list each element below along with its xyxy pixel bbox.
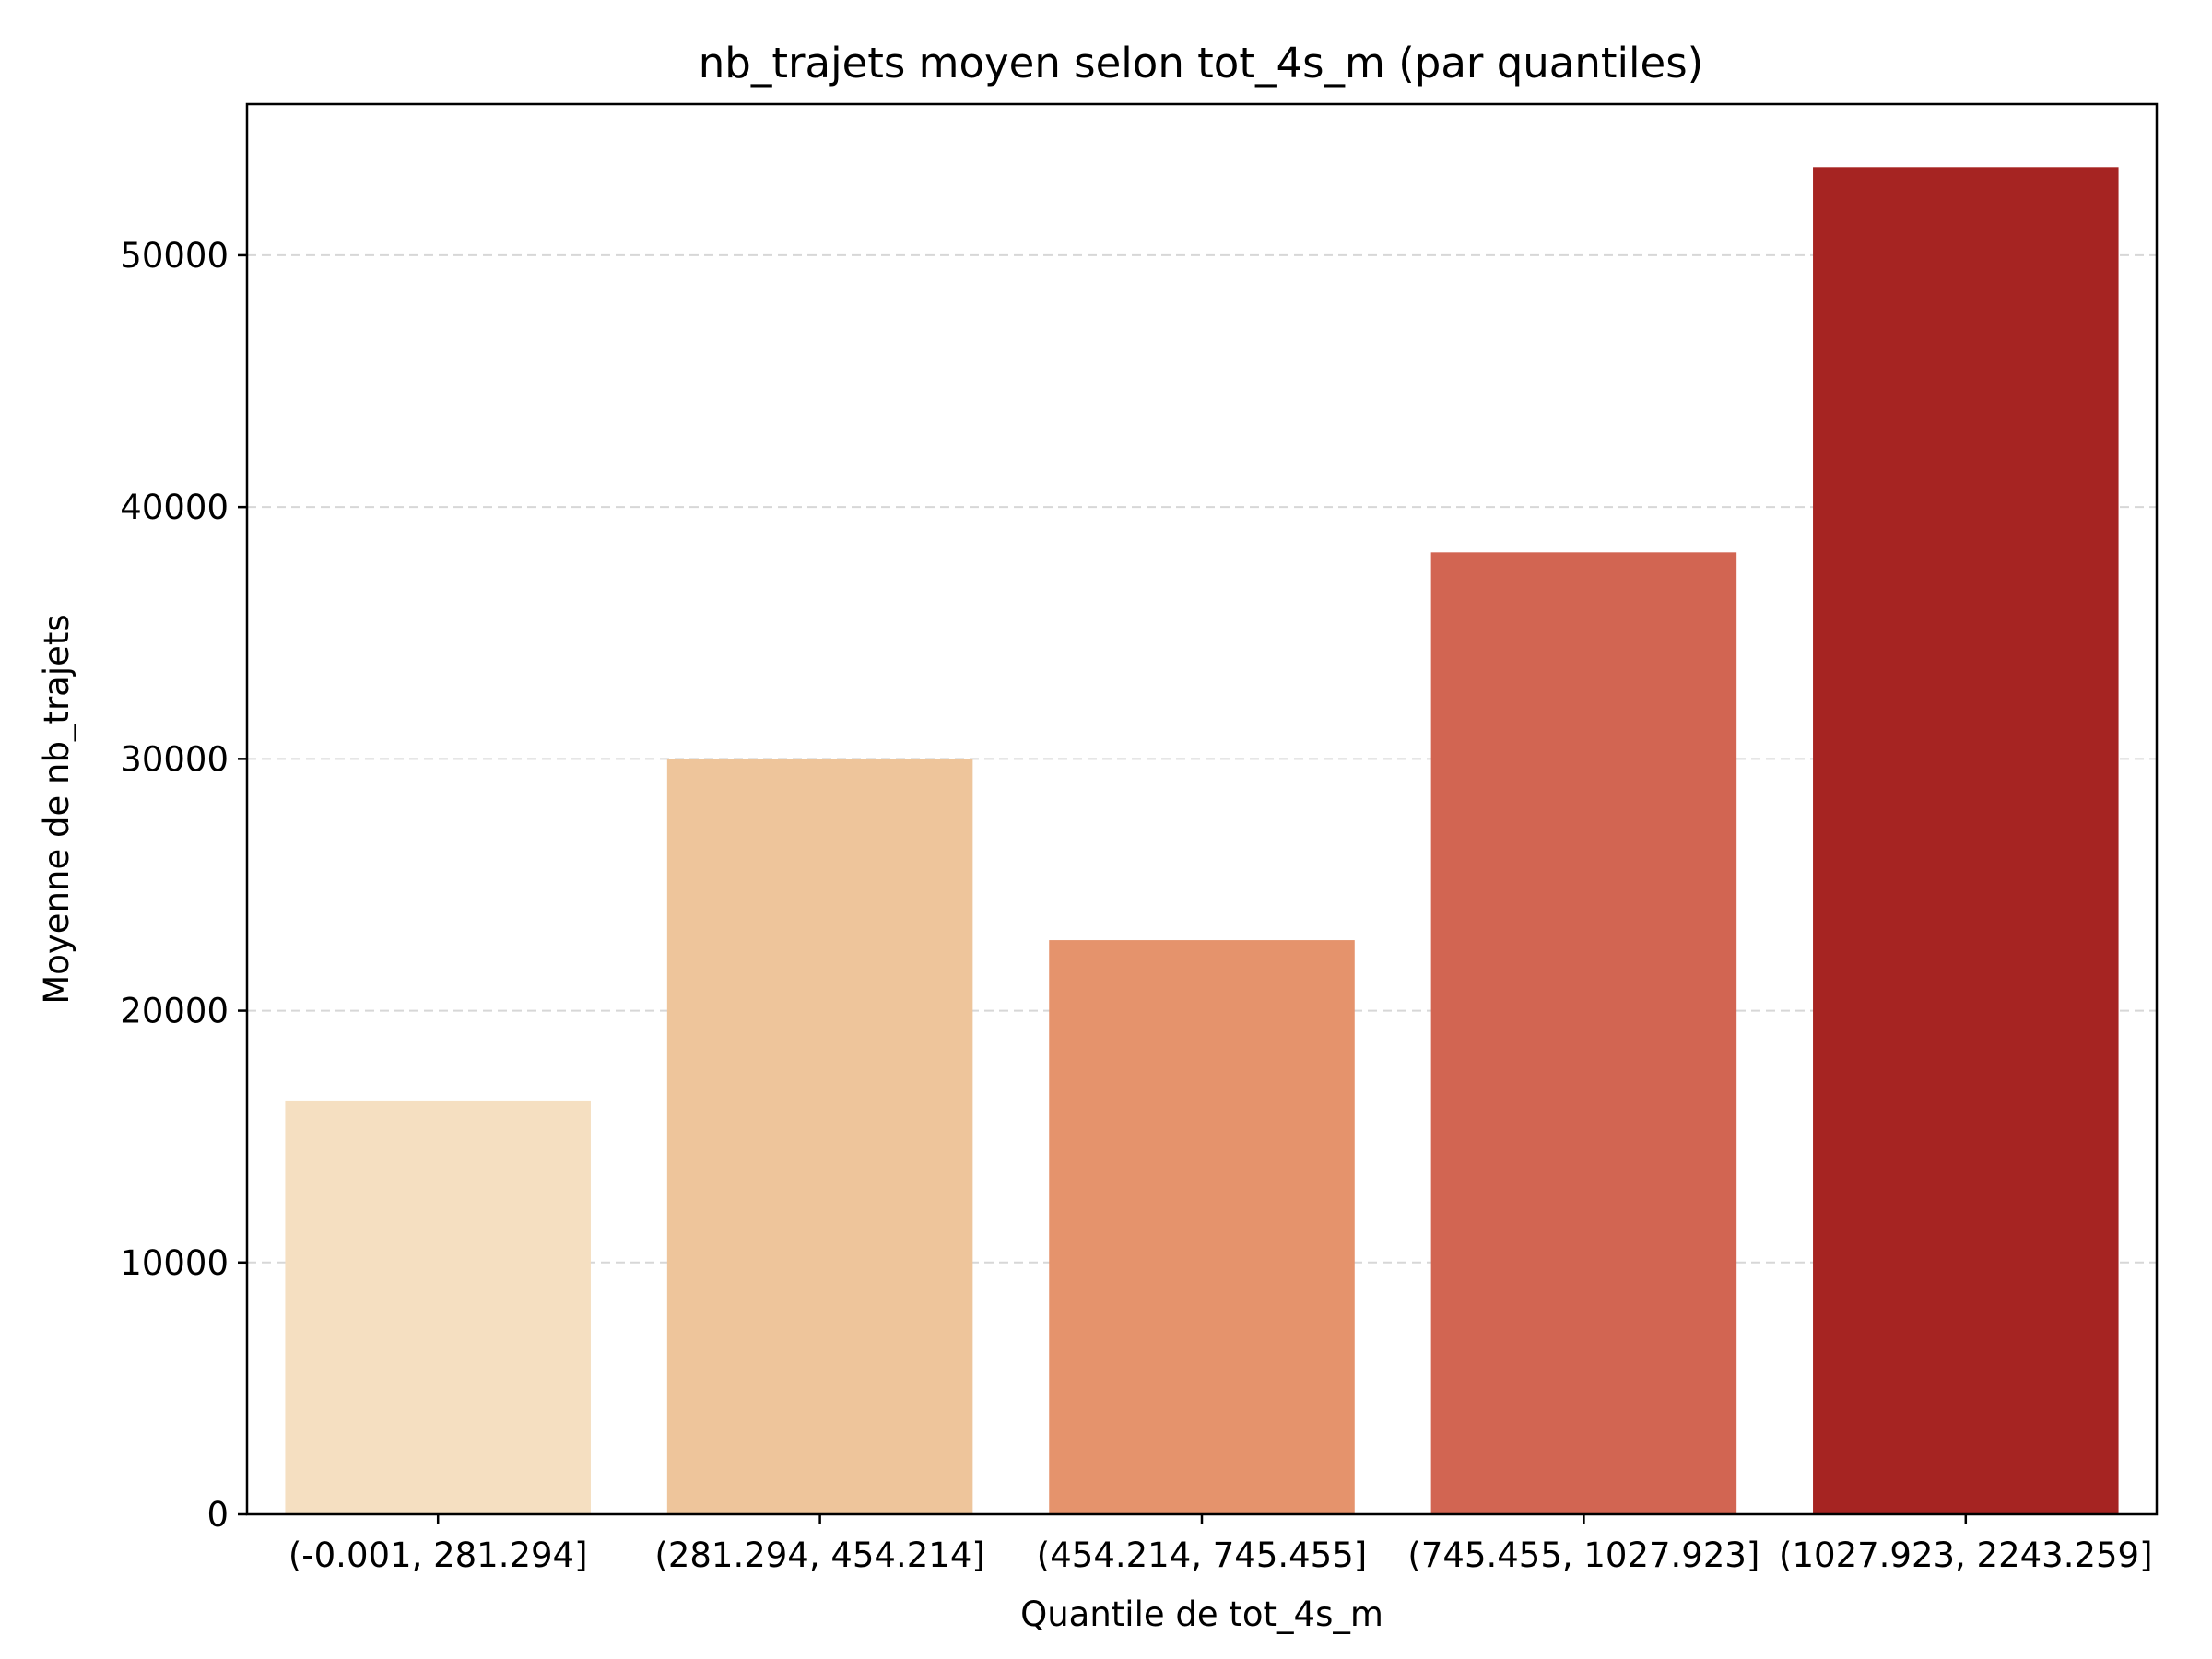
bar [285,1100,591,1514]
y-axis-ticks: 0 10000 20000 30000 40000 50000 [120,236,247,1535]
x-tick-label: (745.455, 1027.923] [1407,1535,1759,1575]
x-tick-label: (-0.001, 281.294] [288,1535,588,1575]
y-axis-label: Moyenne de nb_trajets [37,614,76,1004]
x-tick-label: (281.294, 454.214] [654,1535,984,1575]
x-tick-label: (1027.923, 2243.259] [1779,1535,2152,1575]
bars [285,167,2119,1514]
bar [1430,552,1737,1514]
bar [666,759,973,1514]
x-axis-ticks: (-0.001, 281.294] (281.294, 454.214] (454.… [288,1514,2153,1575]
y-tick-label: 40000 [120,488,229,527]
y-tick-label: 50000 [120,236,229,276]
x-axis-label: Quantile de tot_4s_m [1020,1594,1383,1634]
chart-title: nb_trajets moyen selon tot_4s_m (par qua… [699,39,1703,88]
y-tick-label: 0 [206,1495,229,1535]
y-tick-label: 30000 [120,739,229,779]
y-tick-label: 20000 [120,992,229,1031]
bar [1813,167,2119,1514]
x-tick-label: (454.214, 745.455] [1037,1535,1367,1575]
y-tick-label: 10000 [120,1243,229,1283]
bar [1049,940,1355,1514]
